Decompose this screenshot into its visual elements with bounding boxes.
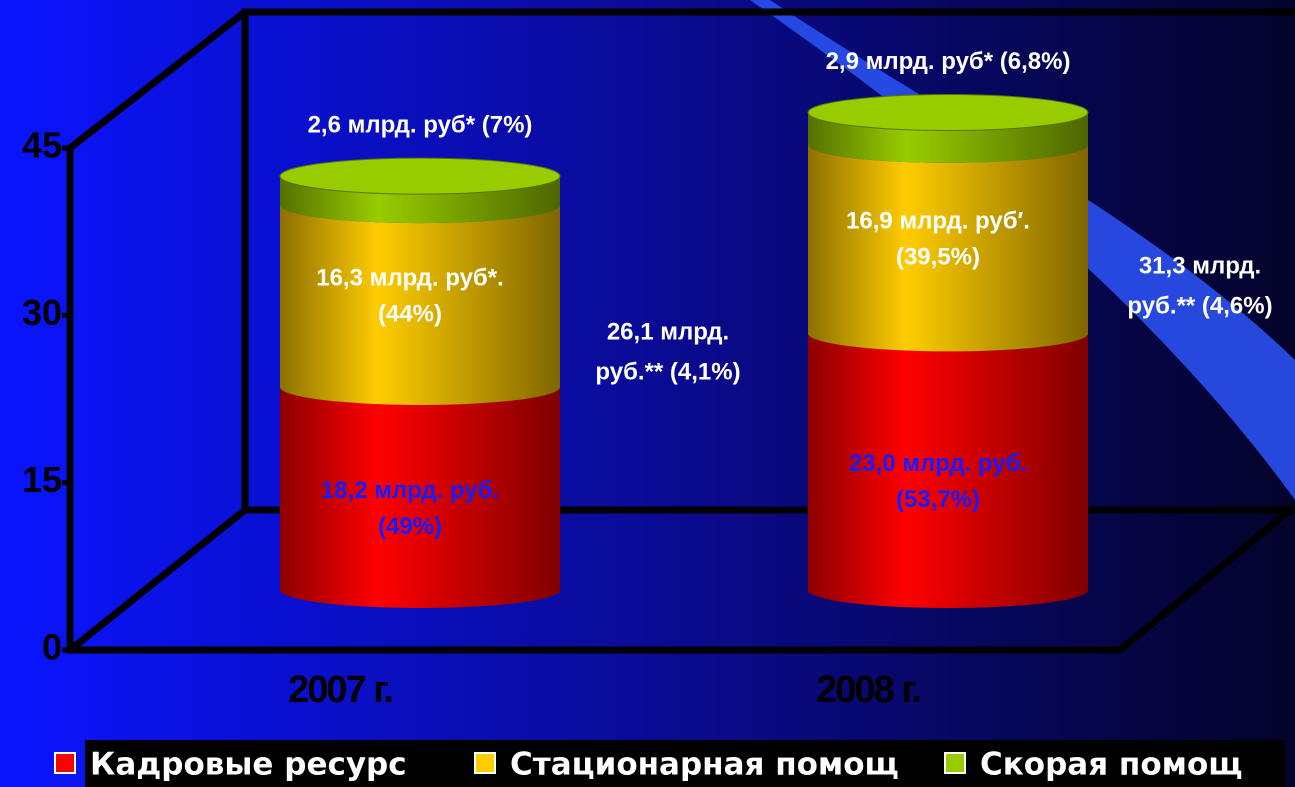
- value-label: 16,3 млрд. руб*.: [316, 264, 504, 291]
- value-label: 18,2 млрд. руб.: [321, 477, 499, 504]
- annotation: руб.** (4,6%): [1127, 292, 1272, 319]
- value-label: (53,7%): [896, 486, 980, 513]
- legend-label: Стационарная помощ: [510, 747, 899, 783]
- legend-swatch: [475, 753, 495, 773]
- y-tick-label: 30: [22, 292, 62, 333]
- y-tick-label: 45: [22, 125, 62, 166]
- value-label: (49%): [378, 513, 442, 540]
- background: [0, 0, 1295, 787]
- legend-swatch: [55, 753, 75, 773]
- cylinder-cap: [280, 158, 560, 194]
- legend-label: Скорая помощ: [980, 747, 1243, 783]
- legend-swatch: [945, 753, 965, 773]
- x-tick-label: 2007 г.: [288, 669, 392, 711]
- chart: 0 15 30 45 2007 г. 18,2 млрд. руб. (49%) 16,3 м…: [0, 0, 1295, 787]
- y-tick-label: 15: [22, 459, 62, 500]
- y-tick-label: 0: [42, 627, 62, 668]
- cylinder-cap: [808, 95, 1088, 131]
- annotation: руб.** (4,1%): [595, 358, 740, 385]
- legend-label: Кадровые ресурс: [90, 747, 407, 783]
- value-label: 16,9 млрд. руб′.: [846, 208, 1030, 235]
- value-label: 23,0 млрд. руб.: [849, 450, 1027, 477]
- x-tick-label: 2008 г.: [816, 669, 920, 711]
- value-label: 2,6 млрд. руб* (7%): [308, 111, 533, 138]
- annotation: 26,1 млрд.: [607, 318, 729, 345]
- value-label: (44%): [378, 300, 442, 327]
- value-label: 2,9 млрд. руб* (6,8%): [826, 48, 1071, 75]
- value-label: (39,5%): [896, 244, 980, 271]
- annotation: 31,3 млрд.: [1139, 252, 1261, 279]
- legend: Кадровые ресурс Стационарная помощ Скорая …: [55, 747, 1243, 783]
